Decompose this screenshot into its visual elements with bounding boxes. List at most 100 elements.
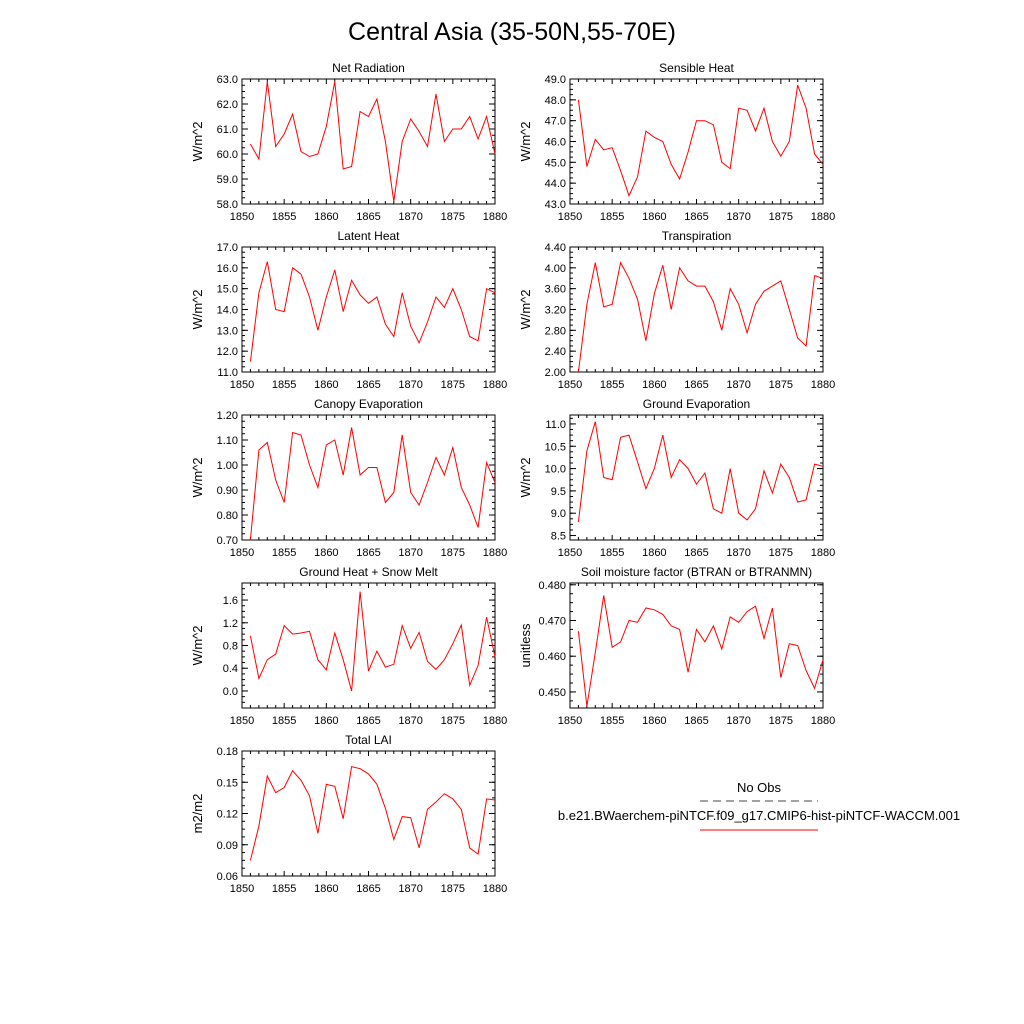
panel-title: Transpiration xyxy=(662,229,732,243)
plot-frame xyxy=(241,750,496,877)
x-tick-label: 1865 xyxy=(684,379,708,391)
x-tick-label: 1880 xyxy=(811,547,835,559)
y-tick-label: 9.0 xyxy=(551,508,566,520)
panel-title: Sensible Heat xyxy=(659,61,734,75)
plot-frame xyxy=(241,78,496,205)
y-tick-label: 15.0 xyxy=(217,284,238,296)
y-tick-label: 1.6 xyxy=(223,595,238,607)
x-tick-label: 1865 xyxy=(356,379,380,391)
y-tick-label: 8.5 xyxy=(551,531,566,543)
x-tick-label: 1860 xyxy=(314,547,338,559)
x-tick-label: 1850 xyxy=(230,379,254,391)
y-tick-label: 4.00 xyxy=(545,263,566,275)
x-tick-label: 1870 xyxy=(726,715,750,727)
x-tick-label: 1880 xyxy=(811,211,835,223)
y-axis-label: W/m^2 xyxy=(190,625,205,665)
x-tick-label: 1855 xyxy=(272,547,296,559)
panel: Canopy Evaporation 1850 1855 1860 1865 1870 18… xyxy=(190,397,507,559)
y-tick-label: 0.06 xyxy=(217,871,238,883)
y-tick-label: 62.0 xyxy=(217,99,238,111)
x-tick-label: 1880 xyxy=(483,547,507,559)
x-tick-label: 1875 xyxy=(441,883,465,895)
y-tick-label: 11.0 xyxy=(545,419,566,431)
y-tick-label: 3.60 xyxy=(545,284,566,296)
panel: Soil moisture factor (BTRAN or BTRANMN) 1… xyxy=(518,565,835,727)
x-tick-label: 1870 xyxy=(726,547,750,559)
y-tick-label: 0.80 xyxy=(217,510,238,522)
y-tick-label: 14.0 xyxy=(217,305,238,317)
y-axis-label: W/m^2 xyxy=(518,121,533,161)
y-tick-label: 0.0 xyxy=(223,686,238,698)
y-axis-label: m2/m2 xyxy=(190,794,205,834)
x-tick-label: 1875 xyxy=(769,715,793,727)
plot-frame xyxy=(241,414,496,541)
plot-frame xyxy=(569,78,824,205)
y-tick-label: 11.0 xyxy=(217,367,238,379)
panel-title: Ground Heat + Snow Melt xyxy=(299,565,438,579)
y-axis-label: W/m^2 xyxy=(190,121,205,161)
panel: Ground Heat + Snow Melt 1850 1855 1860 1865 1… xyxy=(190,565,507,727)
panel-title: Latent Heat xyxy=(337,229,400,243)
x-tick-label: 1870 xyxy=(398,211,422,223)
x-tick-label: 1860 xyxy=(314,883,338,895)
y-tick-label: 60.0 xyxy=(217,149,238,161)
panel-grid: Net Radiation 1850 1855 1860 1865 1870 1875 188… xyxy=(190,61,835,895)
series-line xyxy=(577,595,824,707)
x-tick-label: 1860 xyxy=(314,379,338,391)
legend-obs-label: No Obs xyxy=(737,780,782,795)
panel: Ground Evaporation 1850 1855 1860 1865 1870 18… xyxy=(518,397,835,559)
y-tick-label: 0.70 xyxy=(217,535,238,547)
x-tick-label: 1875 xyxy=(441,211,465,223)
x-tick-label: 1855 xyxy=(600,211,624,223)
y-tick-label: 12.0 xyxy=(217,346,238,358)
panel-title: Ground Evaporation xyxy=(643,397,750,411)
y-tick-label: 9.5 xyxy=(551,486,566,498)
y-tick-label: 58.0 xyxy=(217,199,238,211)
panel-title: Net Radiation xyxy=(332,61,405,75)
series-line xyxy=(577,421,824,523)
y-tick-label: 63.0 xyxy=(217,74,238,86)
x-tick-label: 1850 xyxy=(558,379,582,391)
legend: No Obs b.e21.BWaerchem-piNTCF.f09_g17.CM… xyxy=(558,780,960,831)
y-tick-label: 48.0 xyxy=(545,95,566,107)
x-tick-label: 1875 xyxy=(769,547,793,559)
legend-model-label: b.e21.BWaerchem-piNTCF.f09_g17.CMIP6-his… xyxy=(558,808,960,823)
x-tick-label: 1850 xyxy=(230,547,254,559)
series-line xyxy=(577,85,824,198)
x-tick-label: 1875 xyxy=(769,211,793,223)
y-tick-label: 2.00 xyxy=(545,367,566,379)
x-tick-label: 1855 xyxy=(272,715,296,727)
x-tick-label: 1880 xyxy=(811,379,835,391)
x-tick-label: 1865 xyxy=(684,211,708,223)
y-axis-label: W/m^2 xyxy=(518,289,533,329)
plot-frame xyxy=(241,582,496,709)
x-tick-label: 1855 xyxy=(272,211,296,223)
y-tick-label: 61.0 xyxy=(217,124,238,136)
y-tick-label: 4.40 xyxy=(545,242,566,254)
x-tick-label: 1865 xyxy=(356,211,380,223)
y-tick-label: 1.00 xyxy=(217,460,238,472)
y-tick-label: 0.15 xyxy=(217,777,238,789)
x-tick-label: 1870 xyxy=(398,883,422,895)
x-tick-label: 1870 xyxy=(398,547,422,559)
x-tick-label: 1855 xyxy=(600,379,624,391)
y-tick-label: 0.8 xyxy=(223,641,238,653)
x-tick-label: 1875 xyxy=(769,379,793,391)
x-tick-label: 1860 xyxy=(642,715,666,727)
x-tick-label: 1860 xyxy=(642,379,666,391)
y-tick-label: 0.470 xyxy=(538,616,566,628)
y-axis-label: W/m^2 xyxy=(190,289,205,329)
panel-title: Canopy Evaporation xyxy=(314,397,423,411)
x-tick-label: 1850 xyxy=(558,547,582,559)
x-tick-label: 1870 xyxy=(398,715,422,727)
y-tick-label: 45.0 xyxy=(545,157,566,169)
x-tick-label: 1865 xyxy=(684,715,708,727)
y-tick-label: 49.0 xyxy=(545,74,566,86)
y-axis-label: unitless xyxy=(518,623,533,668)
x-tick-label: 1860 xyxy=(642,211,666,223)
series-line xyxy=(577,261,824,373)
panel-title: Soil moisture factor (BTRAN or BTRANMN) xyxy=(581,565,812,579)
y-axis-label: W/m^2 xyxy=(190,457,205,497)
plot-frame xyxy=(569,414,824,541)
